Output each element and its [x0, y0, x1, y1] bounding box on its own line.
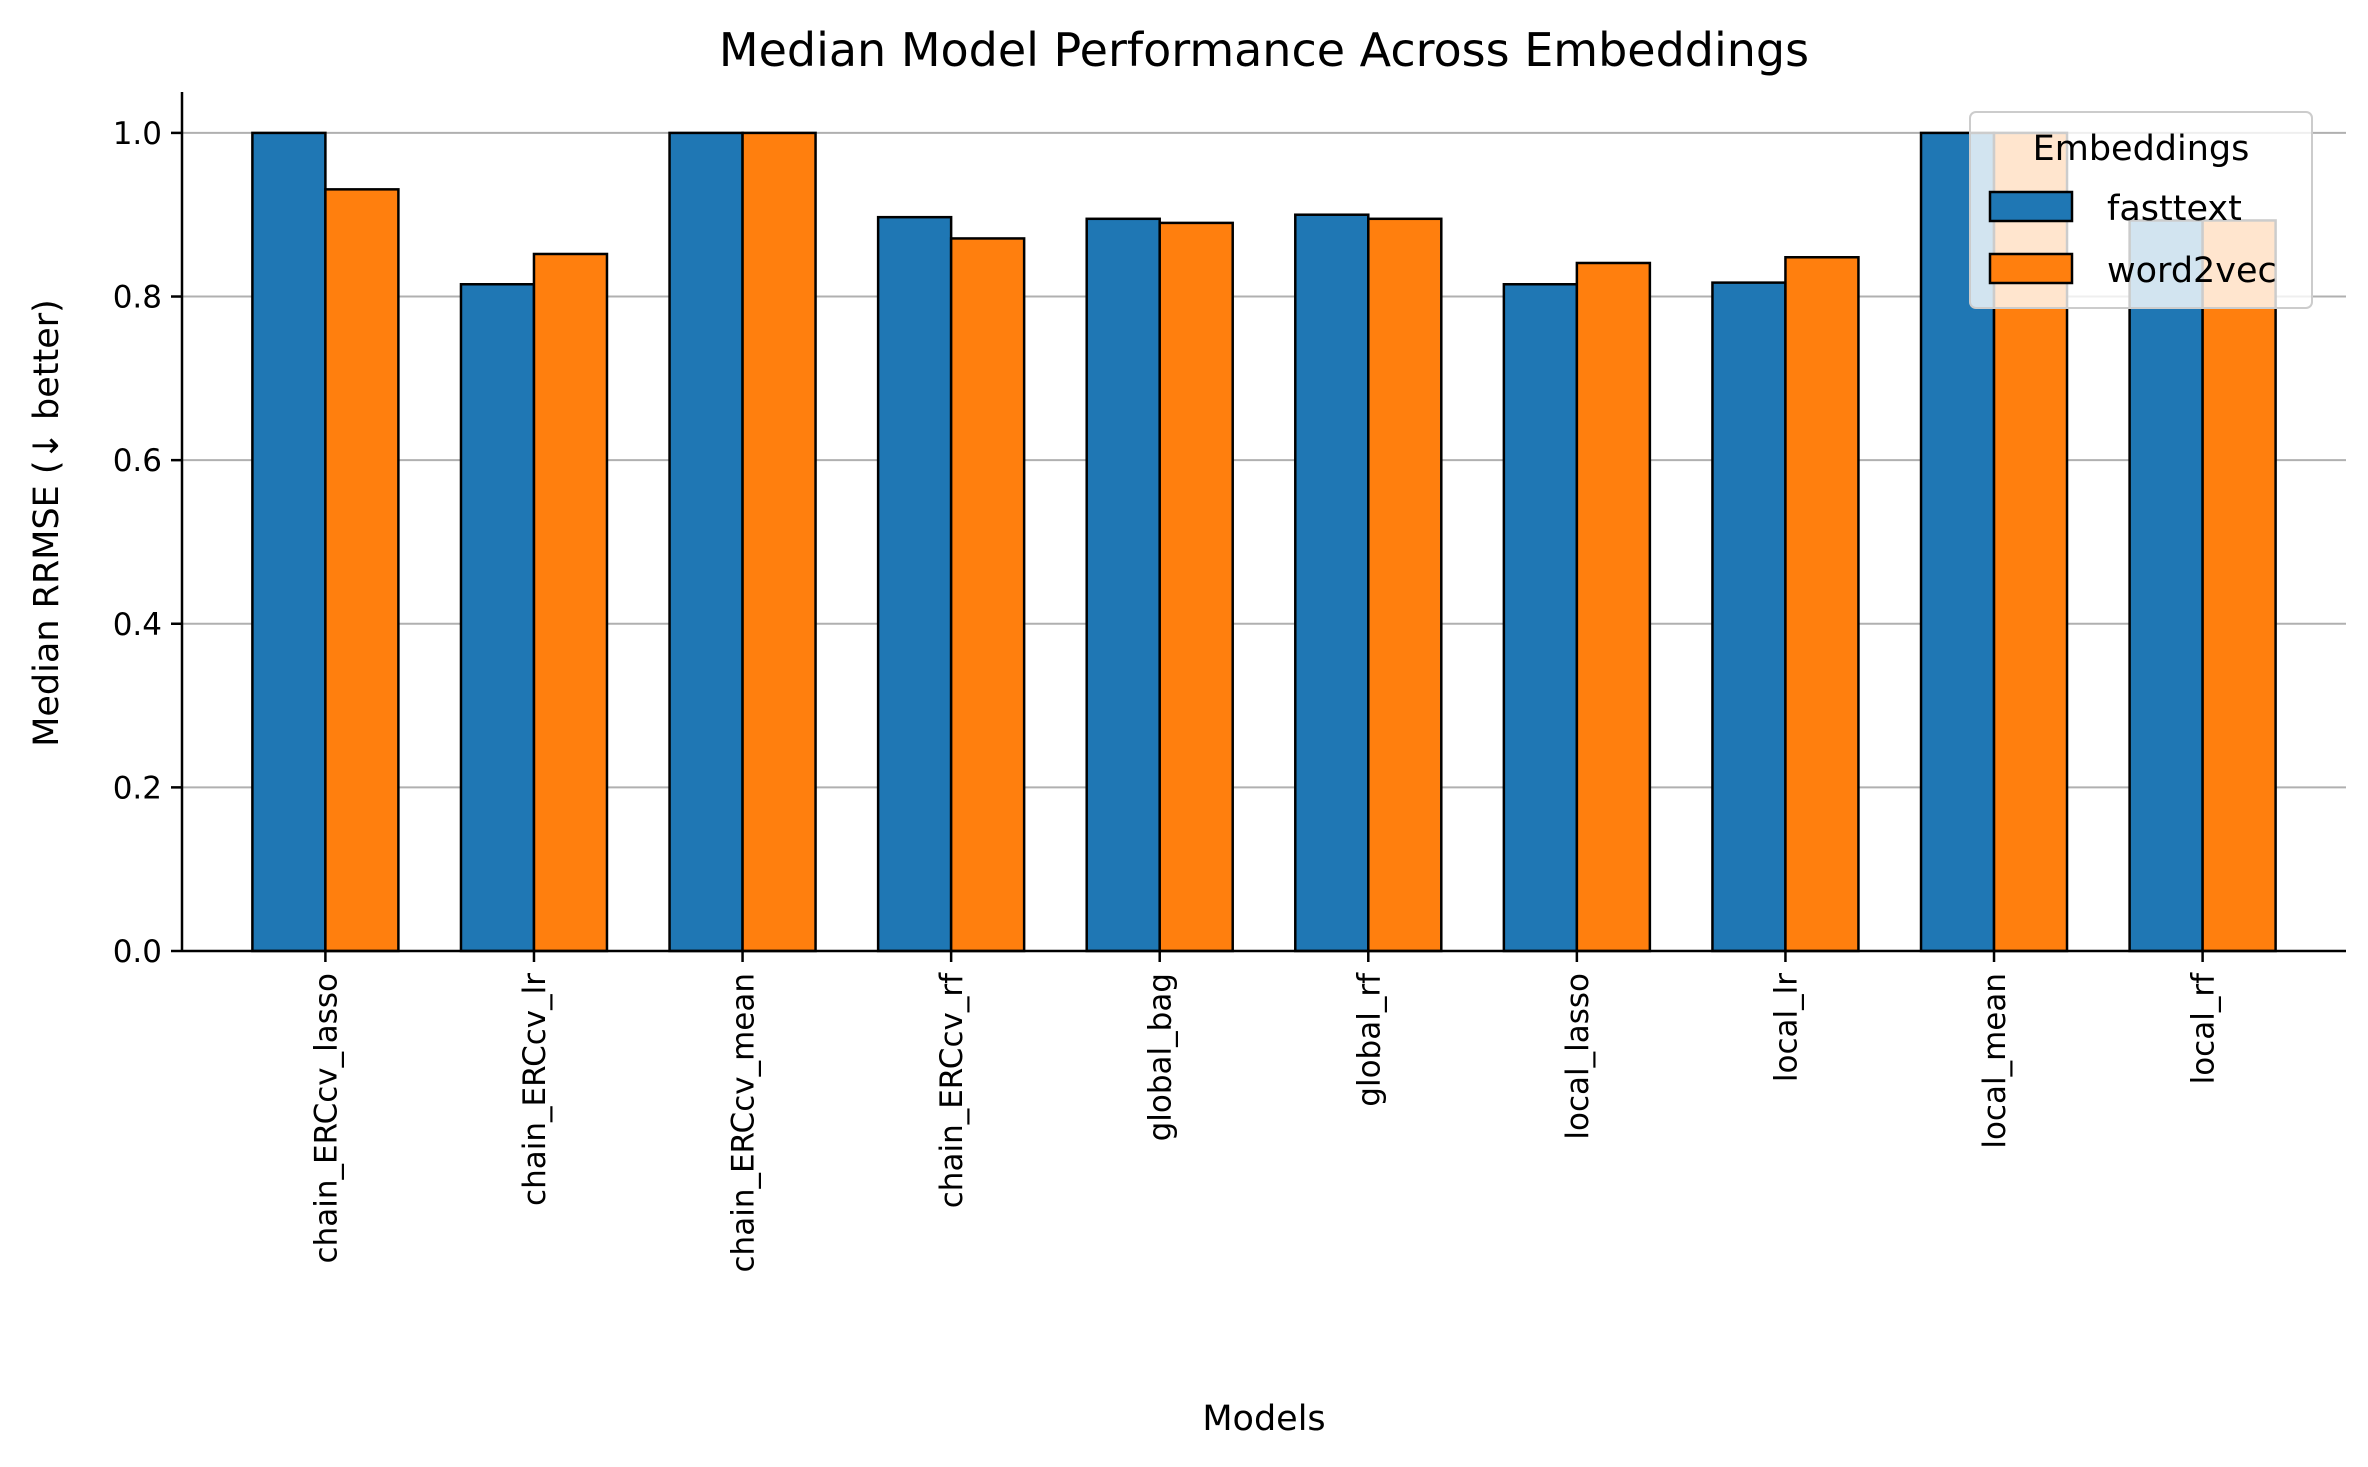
- x-tick-label: local_rf: [2186, 972, 2222, 1084]
- bar-fasttext-local_lr: [1711, 281, 1787, 953]
- y-tick-label: 0.4: [113, 607, 162, 643]
- bar-word2vec-local_lasso: [1575, 261, 1652, 953]
- legend-title: Embeddings: [2033, 129, 2250, 169]
- bar-fasttext-global_rf: [1294, 213, 1370, 953]
- x-axis-label: Models: [1202, 1399, 1325, 1439]
- y-tick-label: 0.6: [113, 443, 162, 479]
- y-tick-label: 1.0: [113, 116, 162, 152]
- bar-word2vec-global_rf: [1367, 217, 1443, 953]
- y-axis-label: Median RRMSE (↓ better): [27, 299, 67, 747]
- x-tick-label: chain_ERCcv_mean: [726, 973, 762, 1272]
- x-tick-label: chain_ERCcv_rf: [934, 972, 970, 1208]
- legend-swatch-word2vec: [1988, 252, 2074, 285]
- bar-word2vec-local_lr: [1784, 256, 1860, 953]
- bar-word2vec-chain_ERCcv_rf: [949, 237, 1026, 953]
- legend-swatch-fasttext: [1988, 190, 2074, 223]
- bars: [251, 131, 2277, 953]
- bar-word2vec-chain_ERCcv_mean: [741, 131, 817, 953]
- legend-label-word2vec: word2vec: [2107, 251, 2277, 291]
- x-axis-ticks: chain_ERCcv_lasso chain_ERCcv_lr chain_ERC…: [308, 951, 2222, 1272]
- bar-fasttext-local_rf: [2128, 219, 2204, 953]
- x-tick-label: global_bag: [1143, 973, 1179, 1141]
- bar-fasttext-chain_ERCcv_mean: [668, 131, 744, 953]
- bar-fasttext-chain_ERCcv_lasso: [251, 131, 327, 953]
- legend: Embeddings fasttext word2vec: [1969, 111, 2313, 309]
- x-tick-label: local_lr: [1768, 973, 1804, 1082]
- y-axis-ticks: 0.0 0.2 0.4 0.6 0.8 1.0: [113, 116, 182, 970]
- y-tick-label: 0.0: [113, 934, 162, 970]
- bar-fasttext-chain_ERCcv_lr: [459, 283, 536, 953]
- y-tick-label: 0.2: [113, 770, 162, 806]
- bar-fasttext-chain_ERCcv_rf: [876, 215, 953, 953]
- legend-label-fasttext: fasttext: [2107, 189, 2242, 229]
- x-tick-label: chain_ERCcv_lr: [517, 973, 553, 1206]
- chart-title: Median Model Performance Across Embeddin…: [719, 23, 1809, 77]
- bar-word2vec-chain_ERCcv_lr: [532, 252, 609, 953]
- x-tick-label: chain_ERCcv_lasso: [308, 973, 344, 1263]
- bar-word2vec-local_rf: [2201, 219, 2277, 953]
- x-tick-label: local_lasso: [1560, 973, 1596, 1140]
- axes: [180, 92, 2346, 953]
- x-tick-label: global_rf: [1351, 972, 1387, 1107]
- bar-word2vec-chain_ERCcv_lasso: [324, 188, 400, 953]
- x-tick-label: local_mean: [1977, 973, 2013, 1149]
- bar-word2vec-global_bag: [1158, 221, 1234, 953]
- bar-fasttext-global_bag: [1085, 217, 1161, 953]
- bar-fasttext-local_lasso: [1502, 283, 1579, 953]
- y-tick-label: 0.8: [113, 280, 162, 316]
